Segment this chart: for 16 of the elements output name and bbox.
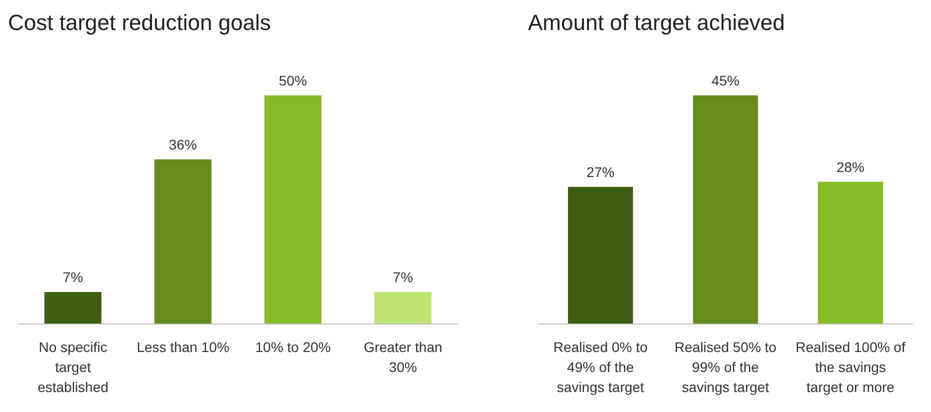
x-tick-label: Realised 100% of the savings target or more: [796, 339, 906, 395]
x-tick-label: Greater than 30%: [364, 339, 442, 375]
data-label: 28%: [836, 158, 865, 175]
chart-title: Amount of target achieved: [528, 9, 786, 37]
x-tick-label: Less than 10%: [136, 339, 230, 355]
data-label: 36%: [168, 136, 197, 152]
x-tick-label: 10% to 20%: [255, 339, 331, 355]
data-label: 7%: [392, 269, 414, 285]
x-tick-label: No specific target established: [38, 339, 108, 395]
chart-title: Cost target reduction goals: [8, 9, 272, 37]
x-tick-label: Realised 0% to 49% of the savings target: [553, 339, 648, 395]
data-label: 45%: [711, 72, 740, 88]
data-label: 7%: [62, 269, 84, 285]
x-tick-label: Realised 50% to 99% of the savings target: [674, 339, 777, 395]
data-label: 50%: [278, 72, 307, 88]
data-label: 27%: [586, 164, 615, 180]
